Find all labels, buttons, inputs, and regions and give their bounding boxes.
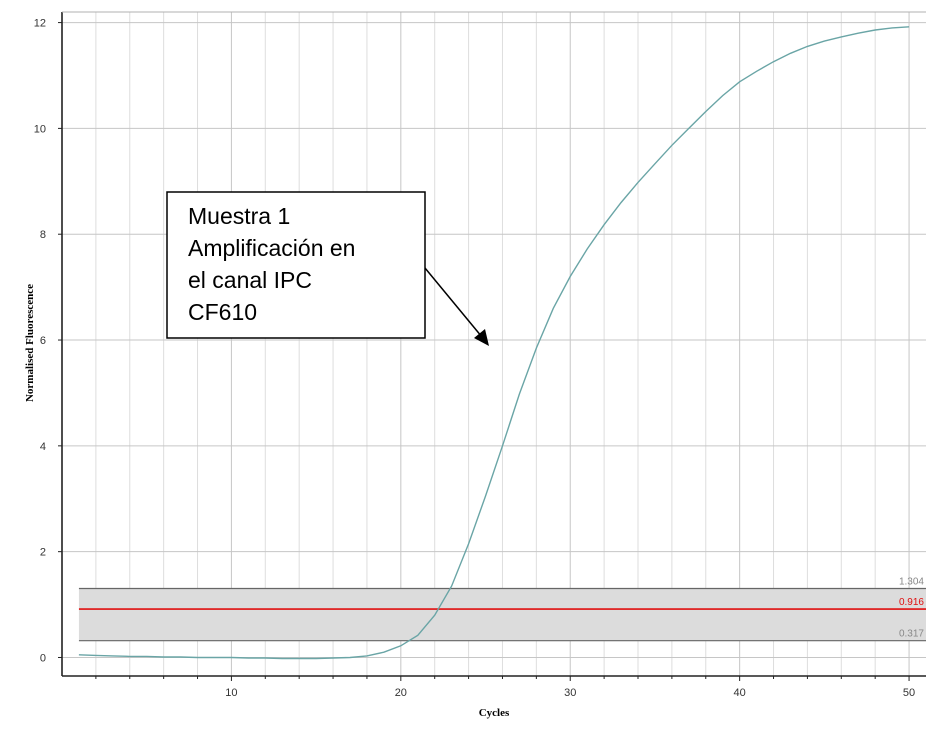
x-tick-label: 50 (903, 687, 915, 699)
annotation-line-4: CF610 (188, 299, 257, 325)
annotation-arrow-head (474, 329, 489, 346)
x-tick-label: 20 (395, 687, 407, 699)
y-tick-label: 8 (40, 229, 46, 241)
y-axis-label: Normalised Fluorescence (24, 284, 36, 402)
grid (62, 12, 926, 676)
axes (58, 11, 926, 681)
y-tick-label: 12 (34, 18, 46, 30)
y-tick-label: 6 (40, 335, 46, 347)
annotation-line-3: el canal IPC (188, 267, 312, 293)
annotation-line-1: Muestra 1 (188, 203, 290, 229)
tick-labels: 10 20 30 40 50 0 2 4 6 8 10 12 (34, 18, 915, 699)
annotation-box (166, 191, 426, 339)
y-tick-label: 10 (34, 123, 46, 135)
annotation-line-2: Amplificación en (188, 235, 355, 261)
x-tick-label: 40 (734, 687, 746, 699)
y-tick-label: 2 (40, 547, 46, 559)
annotation-arrow-shaft (424, 267, 483, 338)
series-layer (78, 26, 910, 660)
x-axis-label: Cycles (479, 707, 510, 719)
x-tick-label: 30 (564, 687, 576, 699)
y-tick-label: 0 (40, 652, 46, 664)
threshold-band: 1.304 0.916 0.317 (78, 576, 926, 642)
threshold-label: 0.916 (899, 597, 924, 608)
x-tick-label: 10 (225, 687, 237, 699)
amplification-curve (78, 26, 910, 660)
annotation: Muestra 1 Amplificación en el canal IPC … (166, 191, 489, 346)
threshold-label: 0.317 (899, 629, 924, 640)
y-tick-label: 4 (40, 441, 46, 453)
threshold-label: 1.304 (899, 576, 924, 587)
threshold-band-fill (78, 588, 926, 641)
